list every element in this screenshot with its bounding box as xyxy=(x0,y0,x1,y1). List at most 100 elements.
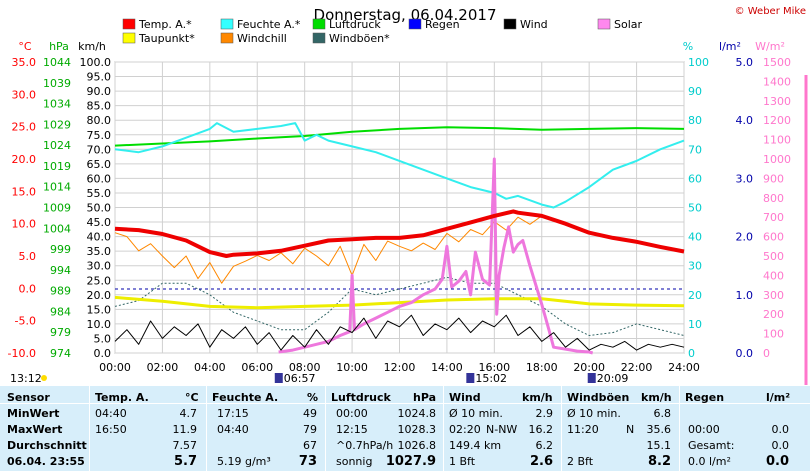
legend-swatch xyxy=(408,18,422,30)
header-hum-unit: % xyxy=(307,391,319,404)
y-tick-wind: 70.0 xyxy=(87,143,112,156)
axis-unit-press: hPa xyxy=(49,40,69,53)
y-tick-wind: 15.0 xyxy=(87,303,112,316)
axis-unit-hum: % xyxy=(683,40,693,53)
series-line-wind xyxy=(114,314,685,351)
y-tick-solar: 600 xyxy=(763,231,784,244)
legend-swatch xyxy=(597,18,611,30)
header-press: Luftdruck xyxy=(331,391,391,404)
table-cell-rain-v: 0.0 xyxy=(771,423,790,436)
axis-unit-solar: W/m² xyxy=(755,40,785,53)
y-tick-solar: 300 xyxy=(763,289,784,302)
table-cell-wind-v: 2.9 xyxy=(535,407,554,420)
table-cell-wind-v: 16.2 xyxy=(528,423,554,436)
legend-label: Regen xyxy=(425,18,460,31)
legend: Temp. A.* Feuchte A.* Luftdruck Regen Wind So… xyxy=(122,18,643,45)
y-tick-solar: 1500 xyxy=(763,56,791,69)
x-tick-label: 04:00 xyxy=(194,361,226,374)
table-cell-hum-v: 79 xyxy=(303,423,317,436)
table-cell-press-v: 1028.3 xyxy=(397,423,437,436)
y-tick-press: 1004 xyxy=(43,222,71,235)
y-tick-rain: 0.0 xyxy=(736,347,754,360)
table-cell-wind-t: 1 Bft xyxy=(449,455,476,468)
series-line-windchill xyxy=(114,215,543,284)
y-tick-rain: 3.0 xyxy=(736,172,754,185)
header-temp: Temp. A. xyxy=(95,391,149,404)
x-tick-label: 12:00 xyxy=(384,361,416,374)
table-cell-press-v: 1024.8 xyxy=(397,407,437,420)
y-tick-temp: 25.0 xyxy=(12,121,37,134)
axis-unit-rain: l/m² xyxy=(719,40,741,53)
sun-time-transit: 15:02 xyxy=(475,372,507,385)
y-tick-solar: 200 xyxy=(763,308,784,321)
y-tick-temp: 35.0 xyxy=(12,56,37,69)
legend-label: Windchill xyxy=(237,32,287,45)
y-tick-wind: 75.0 xyxy=(87,129,112,142)
series-line-solar xyxy=(278,157,594,355)
y-tick-press: 1024 xyxy=(43,139,71,152)
y-tick-solar: 1200 xyxy=(763,114,791,127)
series-line-taupunkt xyxy=(114,295,685,310)
axis-unit-wind: km/h xyxy=(78,40,106,53)
y-tick-hum: 90 xyxy=(688,85,702,98)
y-tick-wind: 20.0 xyxy=(87,289,112,302)
y-tick-press: 984 xyxy=(50,305,71,318)
y-tick-solar: 1000 xyxy=(763,153,791,166)
sun-marker-icon xyxy=(466,373,475,383)
table-cell-gust-v: 8.2 xyxy=(647,454,671,469)
table-cell-rain-t: 0.0 l/m² xyxy=(688,455,731,468)
y-tick-press: 1014 xyxy=(43,181,71,194)
y-tick-wind: 0.0 xyxy=(94,347,112,360)
table-cell-hum-t: 04:40 xyxy=(217,423,249,436)
table-cell-temp-v: 5.7 xyxy=(173,454,197,469)
y-tick-rain: 1.0 xyxy=(736,289,754,302)
header-hum: Feuchte A. xyxy=(212,391,279,404)
y-tick-hum: 0 xyxy=(688,347,695,360)
y-tick-wind: 55.0 xyxy=(87,187,112,200)
y-tick-wind: 100.0 xyxy=(80,56,112,69)
table-cell-rain-t: 00:00 xyxy=(688,423,720,436)
y-tick-wind: 40.0 xyxy=(87,231,112,244)
table-cell-gust-t: Ø 10 min. xyxy=(567,407,621,420)
table-cell-wind-v: 2.6 xyxy=(529,454,553,469)
header-wind: Wind xyxy=(449,391,481,404)
y-tick-solar: 500 xyxy=(763,250,784,263)
y-tick-temp: 15.0 xyxy=(12,185,37,198)
table-cell-rain-v: 0.0 xyxy=(765,454,789,469)
series-line-luftdruck xyxy=(114,126,685,147)
legend-label: Taupunkt* xyxy=(138,32,195,45)
table-cell-gust-t: 11:20 xyxy=(567,423,599,436)
table-cell-wind-t: 149.4 km xyxy=(449,439,502,452)
header-temp-unit: °C xyxy=(185,391,199,404)
table-cell-temp-v: 4.7 xyxy=(179,407,198,420)
table-cell-rain-t: Gesamt: xyxy=(688,439,735,452)
y-tick-hum: 50 xyxy=(688,202,702,215)
y-tick-solar: 1300 xyxy=(763,95,791,108)
x-tick-label: 08:00 xyxy=(289,361,321,374)
table-cell-press-t: sonnig xyxy=(336,455,373,468)
legend-swatch xyxy=(312,18,326,30)
y-tick-hum: 80 xyxy=(688,114,702,127)
y-tick-wind: 50.0 xyxy=(87,202,112,215)
y-tick-press: 1039 xyxy=(43,77,71,90)
table-cell-hum-v: 67 xyxy=(303,439,317,452)
series-line-feuchtea xyxy=(114,122,685,209)
legend-label: Wind xyxy=(520,18,548,31)
table-cell-wind-v: 6.2 xyxy=(535,439,554,452)
sun-time-sunset: 20:09 xyxy=(597,372,629,385)
x-tick-label: 06:00 xyxy=(241,361,273,374)
table-cell-gust-m: N xyxy=(626,423,635,436)
y-tick-temp: 0.0 xyxy=(19,282,37,295)
y-tick-press: 1044 xyxy=(43,56,71,69)
y-tick-press: 1029 xyxy=(43,118,71,131)
y-tick-solar: 1100 xyxy=(763,134,791,147)
y-tick-press: 979 xyxy=(50,326,71,339)
row-label: MinWert xyxy=(7,407,60,420)
legend-label: Temp. A.* xyxy=(138,18,192,31)
table-cell-temp-v: 7.57 xyxy=(172,439,198,452)
y-tick-temp: 10.0 xyxy=(12,218,37,231)
legend-label: Solar xyxy=(614,18,643,31)
y-tick-rain: 2.0 xyxy=(736,231,754,244)
y-tick-temp: 20.0 xyxy=(12,153,37,166)
legend-label: Feuchte A.* xyxy=(237,18,301,31)
